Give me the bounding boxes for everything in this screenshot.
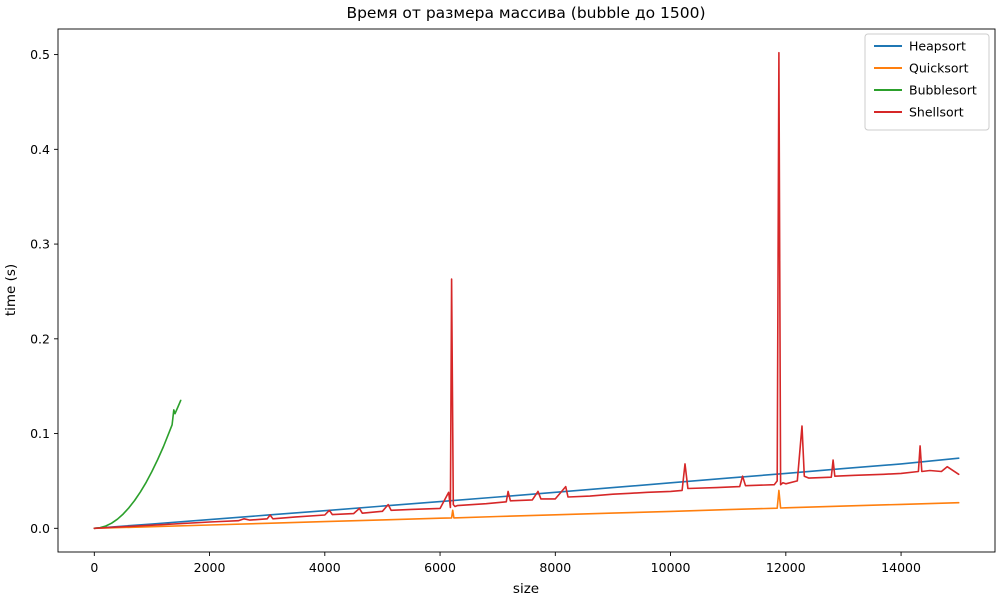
legend-label-quicksort: Quicksort — [909, 61, 969, 76]
legend-label-heapsort: Heapsort — [909, 39, 966, 54]
y-tick-label: 0.5 — [30, 47, 50, 62]
x-tick-label: 6000 — [424, 560, 456, 575]
chart-title: Время от размера массива (bubble до 1500… — [346, 4, 705, 22]
series-line-shellsort — [93, 51, 960, 530]
x-tick-label: 0 — [90, 560, 98, 575]
y-tick-label: 0.0 — [30, 521, 50, 536]
y-axis-label: time (s) — [3, 264, 19, 316]
x-tick-label: 2000 — [194, 560, 226, 575]
series-line-bubblesort — [93, 399, 182, 530]
legend-label-shellsort: Shellsort — [909, 105, 964, 120]
series-line-heapsort — [93, 457, 960, 530]
series-lines — [93, 51, 960, 530]
x-axis-label: size — [513, 581, 539, 597]
x-tick-label: 14000 — [881, 560, 921, 575]
legend: Heapsort Quicksort Bubblesort Shellsort — [864, 33, 990, 131]
x-tick-label: 8000 — [539, 560, 571, 575]
plot-area — [57, 28, 996, 553]
y-axis: 0.0 0.1 0.2 0.3 0.4 0.5 — [30, 47, 58, 536]
y-tick-label: 0.4 — [30, 142, 50, 157]
x-tick-label: 10000 — [651, 560, 691, 575]
x-axis: 0 2000 4000 6000 8000 10000 12000 14000 — [90, 552, 921, 575]
x-tick-label: 12000 — [766, 560, 806, 575]
legend-box — [864, 33, 990, 131]
y-tick-label: 0.1 — [30, 426, 50, 441]
axes-frame — [57, 28, 996, 553]
series-line-quicksort — [93, 489, 960, 530]
x-tick-label: 4000 — [309, 560, 341, 575]
y-tick-label: 0.3 — [30, 237, 50, 252]
legend-label-bubblesort: Bubblesort — [909, 83, 977, 98]
y-tick-label: 0.2 — [30, 331, 50, 346]
